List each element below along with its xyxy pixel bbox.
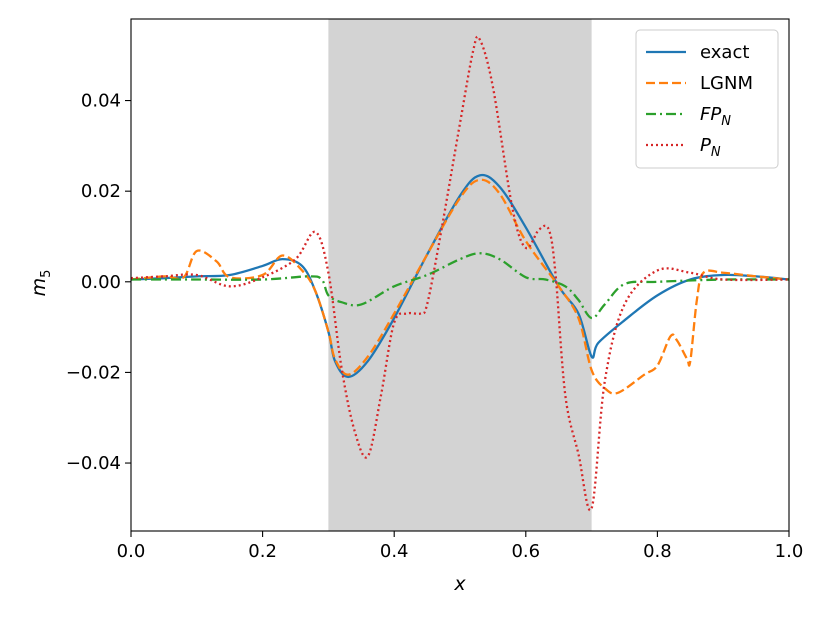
y-tick-label: 0.02 xyxy=(81,181,121,202)
x-tick-label: 0.8 xyxy=(643,541,672,562)
legend: exact LGNM FPN PN xyxy=(635,29,779,169)
axes-frame xyxy=(130,18,790,532)
x-tick-label: 1.0 xyxy=(775,541,804,562)
shaded-region xyxy=(328,19,592,531)
legend-label: LGNM xyxy=(700,73,753,94)
y-tick-label: −0.02 xyxy=(66,362,121,383)
x-axis-label: x xyxy=(453,573,466,595)
y-tick-label: −0.04 xyxy=(66,453,121,474)
legend-box xyxy=(635,29,779,169)
legend-label: exact xyxy=(700,42,749,63)
axes: 0.0 0.2 0.4 0.6 0.8 1.0 −0.04 −0.02 0.00 0.02 0.04 xyxy=(66,18,804,562)
y-tick-label: 0.00 xyxy=(81,272,121,293)
y-tick-label: 0.04 xyxy=(81,91,121,112)
y-axis-label-subscript: 5 xyxy=(39,270,54,278)
y-axis-label: m5 xyxy=(28,270,54,297)
x-tick-label: 0.2 xyxy=(248,541,277,562)
x-tick-label: 0.4 xyxy=(380,541,409,562)
x-tick-label: 0.0 xyxy=(117,541,146,562)
legend-label: PN xyxy=(700,135,721,160)
plot-area xyxy=(131,19,789,531)
series-line-fp-n xyxy=(131,252,789,320)
legend-label: FPN xyxy=(700,104,731,129)
x-tick-label: 0.6 xyxy=(511,541,540,562)
series-line-lgnm xyxy=(131,178,789,395)
